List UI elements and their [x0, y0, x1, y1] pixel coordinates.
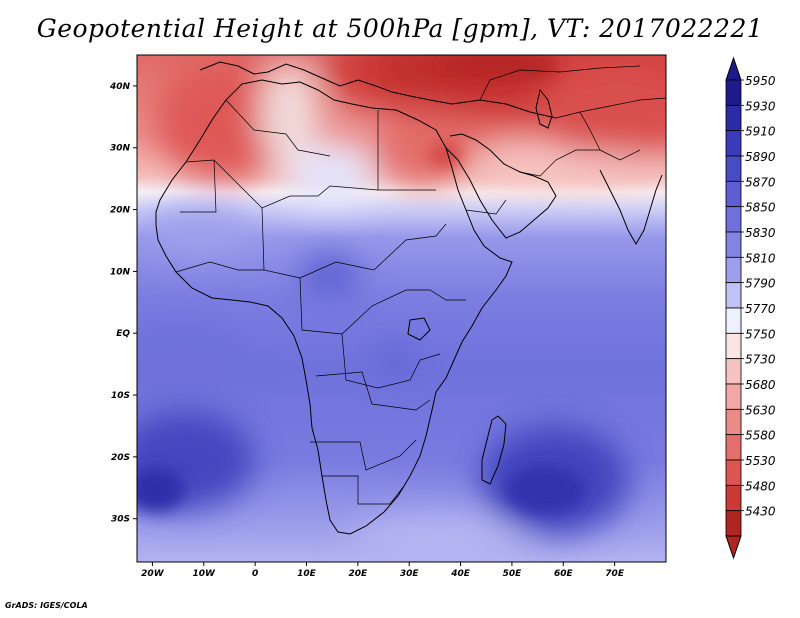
colorbar-label: 5630: [745, 403, 776, 417]
colorbar-top-arrow: [725, 56, 742, 81]
grads-footer: GrADS: IGES/COLA: [5, 601, 88, 610]
colorbar-swatch: [725, 256, 742, 284]
colorbar-swatch: [725, 484, 742, 512]
lat-tick-label: 20N: [110, 206, 131, 216]
colorbar-swatch: [725, 130, 742, 157]
country-borders: [175, 65, 666, 505]
colorbar-label: 5950: [745, 74, 776, 88]
colorbar-label: 5580: [745, 429, 776, 443]
lat-tick-label: 10S: [111, 391, 130, 401]
colorbar-swatch: [725, 79, 742, 106]
page-title: Geopotential Height at 500hPa [gpm], VT:…: [36, 14, 764, 43]
lon-tick-label: 50E: [503, 569, 523, 579]
lon-tick-label: 70E: [605, 569, 625, 579]
colorbar-swatch: [725, 383, 742, 410]
plot-frame: [136, 54, 667, 563]
colorbar-label: 5890: [745, 150, 776, 164]
lon-tick-label: 60E: [554, 569, 574, 579]
colorbar-label: 5680: [745, 378, 776, 392]
colorbar-swatch: [725, 358, 742, 385]
colorbar-swatch: [725, 180, 742, 208]
coastlines: [155, 61, 663, 535]
colorbar-swatch: [725, 332, 742, 360]
lat-tick-label: 10N: [110, 267, 131, 277]
lon-tick-label: 40E: [450, 569, 471, 579]
colorbar-label: 5870: [745, 175, 776, 189]
colorbar-label: 5790: [745, 277, 776, 291]
colorbar-label: 5770: [745, 302, 776, 316]
colorbar-swatch: [725, 510, 742, 537]
colorbar-bottom-arrow: [725, 535, 742, 560]
lat-tick-label: 30N: [110, 144, 131, 154]
colorbar-label: 5480: [745, 479, 776, 493]
colorbar-label: 5850: [745, 201, 776, 215]
colorbar-swatch: [725, 282, 742, 309]
colorbar-swatch: [725, 408, 742, 436]
colorbar-swatch: [725, 231, 742, 258]
colorbar-swatch: [725, 307, 742, 334]
colorbar-label: 5810: [745, 251, 776, 265]
colorbar-label: 5730: [745, 353, 776, 367]
colorbar-swatch: [725, 104, 742, 132]
longitude-ticks: 20W 10W 0 10E 20E 30E 40E 50E 60E 70E: [141, 562, 625, 579]
colorbar-swatch: [725, 459, 742, 486]
latitude-ticks: 40N 30N 20N 10N EQ 10S 20S 30S: [109, 82, 137, 525]
lon-tick-label: 0: [252, 569, 258, 579]
lon-tick-label: 30E: [400, 569, 420, 579]
lon-tick-label: 10E: [297, 569, 317, 579]
colorbar-swatch: [725, 434, 742, 461]
lat-tick-label: 40N: [109, 82, 131, 92]
colorbar: 5950 5930 5910 5890 5870 5850 5830 5810 5790 5770…: [725, 56, 776, 560]
lat-tick-label: 30S: [111, 515, 130, 525]
colorbar-label: 5530: [745, 454, 776, 468]
lon-tick-label: 20W: [141, 569, 165, 579]
colorbar-label: 5750: [745, 327, 776, 341]
colorbar-swatch: [725, 206, 742, 233]
lat-tick-label: 20S: [111, 453, 130, 463]
colorbar-label: 5910: [745, 125, 776, 139]
lon-tick-label: 10W: [193, 569, 217, 579]
height-field: [137, 55, 666, 562]
lon-tick-label: 20E: [349, 569, 369, 579]
colorbar-label: 5930: [745, 99, 776, 113]
colorbar-label: 5430: [745, 505, 776, 519]
lat-tick-label: EQ: [116, 329, 130, 339]
colorbar-label: 5830: [745, 226, 776, 240]
colorbar-swatch: [725, 155, 742, 182]
